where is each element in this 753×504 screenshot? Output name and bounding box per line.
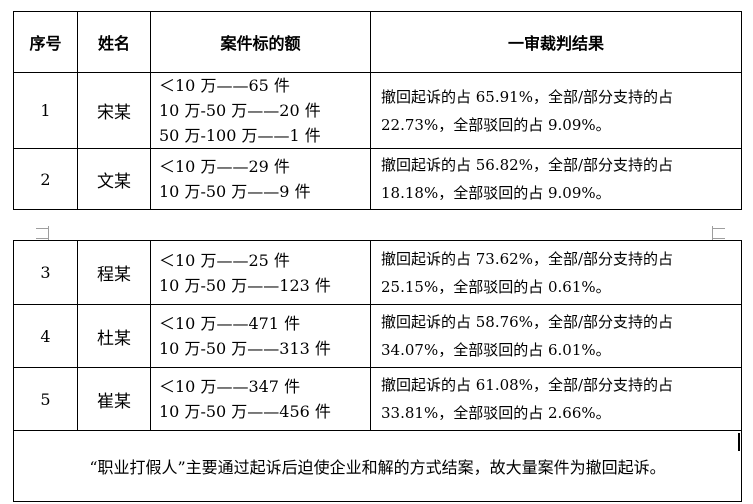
table-row: 5 崔某 ＜10 万——347 件 10 万-50 万——456 件 撤回起诉的…	[13, 367, 742, 431]
page-break	[0, 223, 753, 239]
row-seq: 3	[13, 240, 78, 305]
row-result: 撤回起诉的占 58.76%，全部/部分支持的占 34.07%，全部驳回的占 6.…	[370, 304, 742, 368]
amount-line: ＜10 万——65 件	[159, 76, 290, 95]
row-result: 撤回起诉的占 73.62%，全部/部分支持的占 25.15%，全部驳回的占 0.…	[370, 240, 742, 305]
row-seq: 2	[13, 148, 78, 210]
row-seq: 4	[13, 304, 78, 368]
amount-line: 50 万-100 万——1 件	[159, 126, 321, 145]
case-table-page-1: 序号 姓名 案件标的额 一审裁判结果 1 宋某 ＜10 万——65 件 10 万…	[13, 11, 742, 210]
amount-line: ＜10 万——347 件	[159, 377, 301, 396]
result-line: 撤回起诉的占 61.08%，全部/部分支持的占	[381, 376, 674, 394]
note-row: “职业打假人”主要通过起诉后迫使企业和解的方式结案，故大量案件为撤回起诉。	[13, 430, 742, 502]
amount-line: 10 万-50 万——20 件	[159, 101, 321, 120]
row-amounts: ＜10 万——25 件 10 万-50 万——123 件	[150, 240, 371, 305]
result-line: 撤回起诉的占 73.62%，全部/部分支持的占	[381, 249, 674, 268]
amount-line: ＜10 万——29 件	[159, 157, 290, 176]
row-result: 撤回起诉的占 56.82%，全部/部分支持的占 18.18%，全部驳回的占 9.…	[370, 148, 742, 210]
result-line: 18.18%，全部驳回的占 9.09%。	[381, 184, 611, 202]
page-corner-mark	[712, 228, 725, 241]
amount-line: 10 万-50 万——123 件	[159, 275, 331, 295]
amount-line: 10 万-50 万——313 件	[159, 339, 331, 358]
row-name: 杜某	[77, 304, 151, 368]
table-note: “职业打假人”主要通过起诉后迫使企业和解的方式结案，故大量案件为撤回起诉。	[13, 430, 742, 502]
row-name: 宋某	[77, 72, 151, 149]
header-seq: 序号	[13, 11, 78, 73]
row-amounts: ＜10 万——471 件 10 万-50 万——313 件	[150, 304, 371, 368]
header-result: 一审裁判结果	[370, 11, 742, 73]
row-amounts: ＜10 万——29 件 10 万-50 万——9 件	[150, 148, 371, 210]
amount-line: 10 万-50 万——456 件	[159, 402, 331, 421]
page-corner-mark	[36, 228, 49, 241]
text-cursor	[738, 433, 740, 451]
row-result: 撤回起诉的占 61.08%，全部/部分支持的占 33.81%，全部驳回的占 2.…	[370, 367, 742, 431]
result-line: 33.81%，全部驳回的占 2.66%。	[381, 404, 611, 422]
table-row: 1 宋某 ＜10 万——65 件 10 万-50 万——20 件 50 万-10…	[13, 72, 742, 149]
result-line: 撤回起诉的占 58.76%，全部/部分支持的占	[381, 313, 674, 331]
row-result: 撤回起诉的占 65.91%，全部/部分支持的占 22.73%，全部驳回的占 9.…	[370, 72, 742, 149]
result-line: 22.73%，全部驳回的占 9.09%。	[381, 115, 611, 134]
amount-line: ＜10 万——471 件	[159, 314, 301, 333]
table-row: 4 杜某 ＜10 万——471 件 10 万-50 万——313 件 撤回起诉的…	[13, 304, 742, 368]
header-amount: 案件标的额	[150, 11, 371, 73]
header-name: 姓名	[77, 11, 151, 73]
result-line: 34.07%，全部驳回的占 6.01%。	[381, 341, 611, 359]
row-seq: 5	[13, 367, 78, 431]
result-line: 25.15%，全部驳回的占 0.61%。	[381, 277, 611, 296]
table-header-row: 序号 姓名 案件标的额 一审裁判结果	[13, 11, 742, 73]
table-row: 2 文某 ＜10 万——29 件 10 万-50 万——9 件 撤回起诉的占 5…	[13, 148, 742, 210]
case-table-page-2: 3 程某 ＜10 万——25 件 10 万-50 万——123 件 撤回起诉的占…	[13, 240, 742, 502]
table-row: 3 程某 ＜10 万——25 件 10 万-50 万——123 件 撤回起诉的占…	[13, 240, 742, 305]
result-line: 撤回起诉的占 65.91%，全部/部分支持的占	[381, 87, 674, 106]
result-line: 撤回起诉的占 56.82%，全部/部分支持的占	[381, 156, 674, 174]
row-seq: 1	[13, 72, 78, 149]
row-amounts: ＜10 万——65 件 10 万-50 万——20 件 50 万-100 万——…	[150, 72, 371, 149]
amount-line: ＜10 万——25 件	[159, 250, 290, 270]
row-name: 崔某	[77, 367, 151, 431]
row-name: 程某	[77, 240, 151, 305]
amount-line: 10 万-50 万——9 件	[159, 182, 311, 201]
row-name: 文某	[77, 148, 151, 210]
row-amounts: ＜10 万——347 件 10 万-50 万——456 件	[150, 367, 371, 431]
